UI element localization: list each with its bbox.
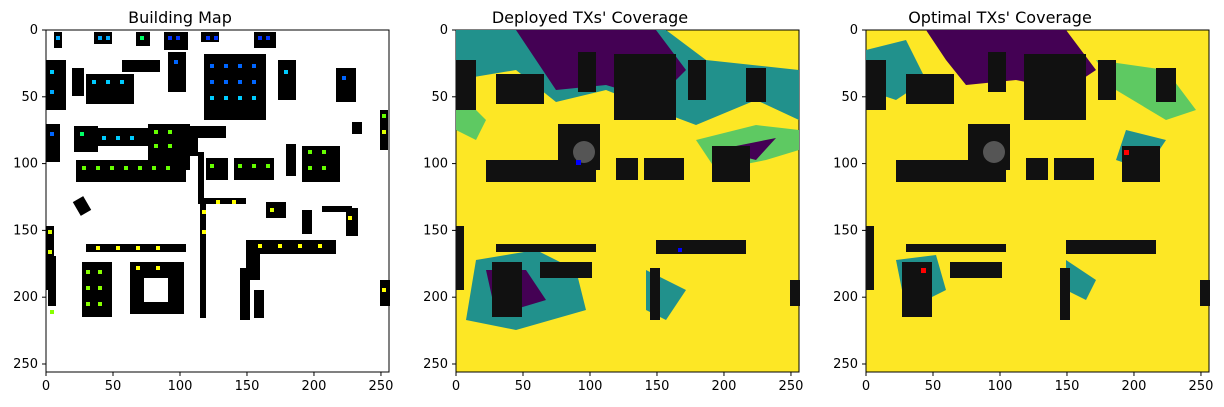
x-tick-label: 100 — [988, 379, 1013, 394]
y-tick-label: 50 — [431, 90, 448, 105]
x-tick-label: 150 — [235, 379, 260, 394]
x-tick-label: 150 — [645, 379, 670, 394]
y-tick-label: 250 — [833, 357, 858, 372]
y-tick-label: 0 — [30, 23, 38, 38]
building-map-axes: 0 50 100 150 200 250 0 50 100 150 200 250 — [13, 23, 393, 394]
panel-building-map: Building Map — [0, 0, 393, 407]
y-tick-label: 100 — [423, 157, 448, 172]
y-tick-label: 100 — [13, 157, 38, 172]
panel-title: Deployed TXs' Coverage — [491, 8, 689, 27]
x-tick-label: 250 — [1189, 379, 1214, 394]
panel-title: Optimal TXs' Coverage — [908, 8, 1092, 27]
tx-markers — [576, 160, 682, 252]
y-tick-label: 0 — [850, 23, 858, 38]
x-tick-label: 250 — [779, 379, 804, 394]
x-tick-label: 100 — [168, 379, 193, 394]
panel-title: Building Map — [128, 8, 232, 27]
buildings — [456, 52, 800, 320]
x-tick-label: 0 — [452, 379, 460, 394]
deployed-axes: 0 50 100 150 200 250 0 50 100 150 200 250 — [423, 23, 803, 394]
x-tick-label: 200 — [712, 379, 737, 394]
x-tick-label: 0 — [42, 379, 50, 394]
x-tick-label: 50 — [925, 379, 942, 394]
y-tick-label: 200 — [833, 290, 858, 305]
y-tick-label: 250 — [423, 357, 448, 372]
y-tick-label: 100 — [833, 157, 858, 172]
y-tick-label: 150 — [13, 223, 38, 238]
panel-optimal-coverage: Optimal TXs' Coverage — [820, 0, 1213, 407]
buildings — [866, 52, 1210, 320]
y-tick-label: 0 — [440, 23, 448, 38]
y-tick-label: 200 — [423, 290, 448, 305]
x-tick-label: 150 — [1055, 379, 1080, 394]
x-tick-label: 0 — [862, 379, 870, 394]
y-tick-label: 50 — [841, 90, 858, 105]
y-tick-label: 50 — [21, 90, 38, 105]
x-tick-label: 50 — [515, 379, 532, 394]
building-map-plot: 0 50 100 150 200 250 0 50 100 150 200 250 — [13, 23, 393, 394]
optimal-axes: 0 50 100 150 200 250 0 50 100 150 200 250 — [833, 23, 1213, 394]
y-tick-label: 150 — [423, 223, 448, 238]
panel-deployed-coverage: Deployed TXs' Coverage — [410, 0, 803, 407]
tx-markers — [921, 150, 1129, 273]
y-tick-label: 250 — [13, 357, 38, 372]
y-tick-label: 200 — [13, 290, 38, 305]
x-tick-label: 200 — [302, 379, 327, 394]
window-markers — [48, 36, 386, 314]
deployed-coverage-plot: 0 50 100 150 200 250 0 50 100 150 200 250 — [423, 23, 803, 394]
x-tick-label: 200 — [1122, 379, 1147, 394]
optimal-coverage-plot: 0 50 100 150 200 250 0 50 100 150 200 250 — [833, 23, 1213, 394]
x-tick-label: 50 — [105, 379, 122, 394]
y-tick-label: 150 — [833, 223, 858, 238]
x-tick-label: 250 — [369, 379, 394, 394]
x-tick-label: 100 — [578, 379, 603, 394]
